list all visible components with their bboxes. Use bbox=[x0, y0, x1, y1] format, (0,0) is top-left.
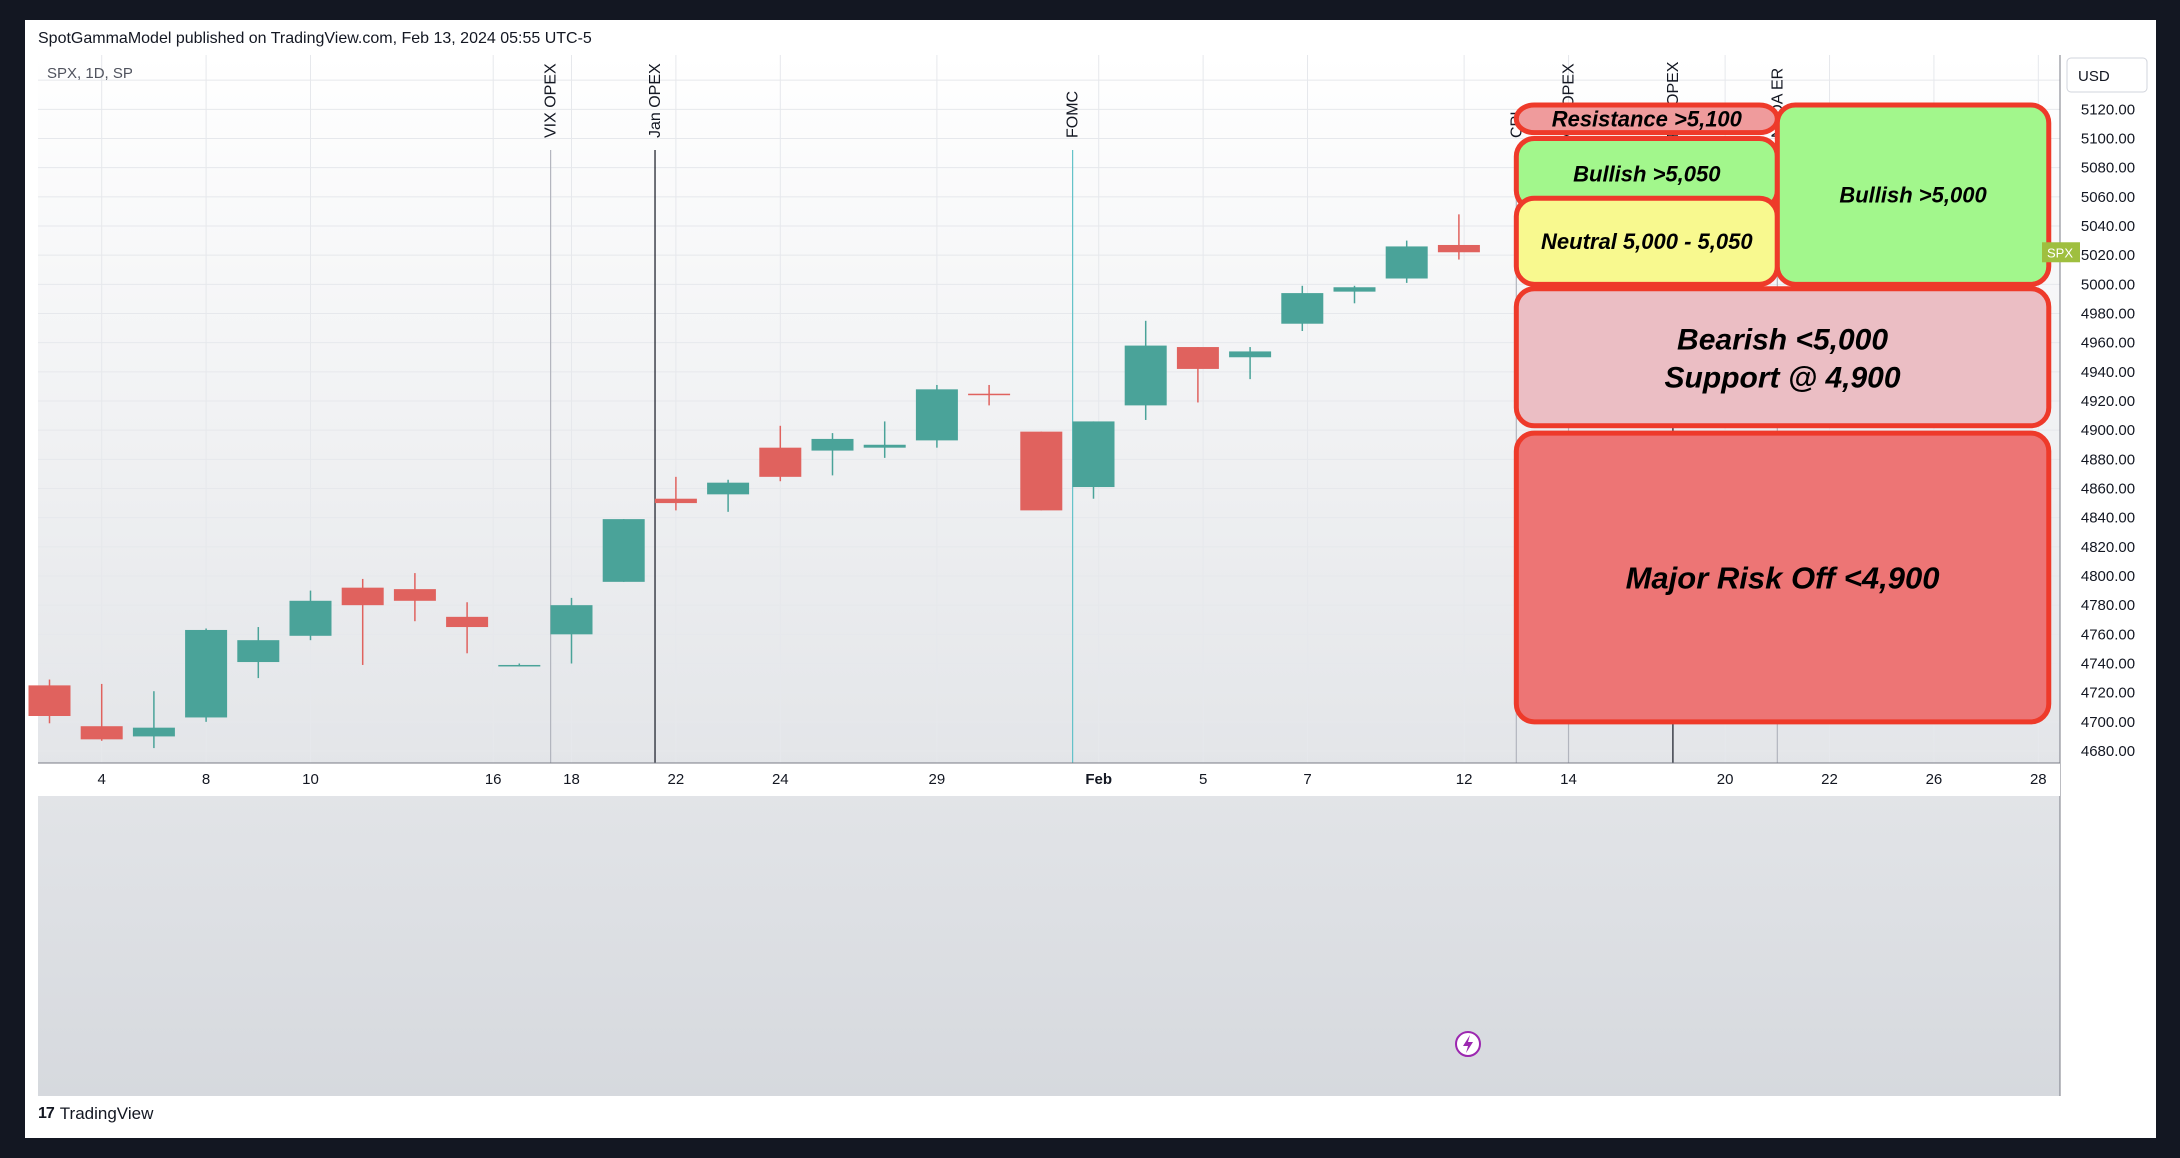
time-tick-label: 8 bbox=[202, 771, 210, 788]
candle-down bbox=[968, 393, 1011, 396]
zone-label: Bullish >5,000 bbox=[1839, 183, 1987, 208]
time-axis[interactable]: 4 8 10 16 18 22 24 29 Feb 5 7 12 14 20 22 26 28 bbox=[38, 762, 2060, 796]
price-tick-label: 5080.00 bbox=[2081, 160, 2135, 177]
time-axis-background bbox=[38, 763, 2060, 796]
time-tick-label: Feb bbox=[1085, 771, 1112, 788]
time-tick-label: 24 bbox=[772, 771, 789, 788]
price-tick-label: 4840.00 bbox=[2081, 510, 2135, 527]
zone-label: Major Risk Off <4,900 bbox=[1626, 561, 1940, 596]
time-tick-label: 16 bbox=[485, 771, 502, 788]
price-tick-label: 5040.00 bbox=[2081, 218, 2135, 235]
price-tick-label: 4980.00 bbox=[2081, 306, 2135, 323]
candle-up bbox=[185, 629, 228, 718]
candle-up bbox=[1281, 293, 1324, 324]
tradingview-logo-icon: 17 bbox=[38, 1105, 55, 1122]
zone-label: Neutral 5,000 - 5,050 bbox=[1541, 229, 1753, 254]
time-tick-label: 22 bbox=[1821, 771, 1838, 788]
candle-up bbox=[1333, 287, 1376, 292]
zone-label: Resistance >5,100 bbox=[1552, 107, 1743, 132]
zone-label: Bearish <5,000 bbox=[1677, 323, 1888, 356]
candle-down bbox=[80, 726, 123, 740]
price-tick-label: 5020.00 bbox=[2081, 247, 2135, 264]
candle-up bbox=[289, 600, 332, 636]
chart-frame: SpotGammaModel published on TradingView.… bbox=[25, 20, 2156, 1138]
time-tick-label: 12 bbox=[1456, 771, 1473, 788]
candle-up bbox=[498, 664, 541, 667]
price-tick-label: 4720.00 bbox=[2081, 685, 2135, 702]
candle-up bbox=[1385, 246, 1428, 279]
price-tick-label: 5100.00 bbox=[2081, 131, 2135, 148]
time-tick-label: 14 bbox=[1560, 771, 1577, 788]
symbol-label: SPX, 1D, SP bbox=[47, 65, 133, 82]
candle-down bbox=[1176, 347, 1219, 369]
candle-up bbox=[602, 519, 645, 582]
tradingview-logo-text: TradingView bbox=[59, 1104, 154, 1123]
candle-down bbox=[759, 447, 802, 477]
last-price-tag bbox=[2042, 242, 2080, 263]
zone-box bbox=[1774, 102, 2052, 287]
zone-label: Bullish >5,050 bbox=[1573, 161, 1721, 186]
last-price-tag-label: SPX bbox=[2047, 245, 2073, 260]
time-tick-label: 18 bbox=[563, 771, 580, 788]
candle-down bbox=[654, 498, 697, 504]
candle-down bbox=[341, 587, 384, 606]
event-label: Jan OPEX bbox=[647, 63, 664, 138]
candle-down bbox=[1020, 431, 1063, 511]
candle-down bbox=[446, 616, 489, 628]
time-tick-label: 20 bbox=[1717, 771, 1734, 788]
price-tick-label: 4760.00 bbox=[2081, 626, 2135, 643]
candle-up bbox=[1124, 345, 1167, 406]
candles[interactable] bbox=[28, 214, 1480, 749]
publisher-line: SpotGammaModel published on TradingView.… bbox=[38, 30, 592, 47]
currency-label: USD bbox=[2078, 68, 2110, 85]
time-tick-label: 5 bbox=[1199, 771, 1207, 788]
price-tick-label: 4700.00 bbox=[2081, 714, 2135, 731]
event-label: FOMC bbox=[1065, 91, 1082, 138]
candle-down bbox=[393, 589, 436, 601]
time-tick-label: 26 bbox=[1926, 771, 1943, 788]
price-tick-label: 4860.00 bbox=[2081, 481, 2135, 498]
zones[interactable]: Resistance >5,100 Bullish >5,050 Neutral 5… bbox=[1513, 102, 2052, 725]
price-tick-label: 4960.00 bbox=[2081, 335, 2135, 352]
price-tick-label: 4680.00 bbox=[2081, 743, 2135, 760]
price-tick-label: 4800.00 bbox=[2081, 568, 2135, 585]
price-tick-label: 5060.00 bbox=[2081, 189, 2135, 206]
time-tick-label: 29 bbox=[929, 771, 946, 788]
price-axis-background bbox=[2060, 55, 2154, 1096]
candle-down bbox=[28, 685, 71, 717]
price-tick-label: 4820.00 bbox=[2081, 539, 2135, 556]
candle-up bbox=[915, 389, 958, 441]
candle-up bbox=[811, 438, 854, 451]
zone-box bbox=[1513, 430, 2052, 725]
price-tick-label: 5000.00 bbox=[2081, 276, 2135, 293]
candle-up bbox=[132, 727, 175, 737]
time-tick-label: 4 bbox=[98, 771, 106, 788]
candle-up bbox=[1229, 351, 1272, 358]
price-tick-label: 4940.00 bbox=[2081, 364, 2135, 381]
lightning-icon bbox=[1463, 1035, 1473, 1053]
currency-box[interactable] bbox=[2066, 57, 2148, 93]
candle-up bbox=[1072, 421, 1115, 488]
candle-down bbox=[1437, 244, 1480, 253]
candle-up bbox=[237, 640, 280, 663]
candle-up bbox=[707, 482, 750, 495]
event-label: VIX OPEX bbox=[543, 63, 560, 138]
candle-up bbox=[863, 444, 906, 448]
time-tick-label: 22 bbox=[668, 771, 685, 788]
price-tick-label: 4900.00 bbox=[2081, 422, 2135, 439]
price-tick-label: 4920.00 bbox=[2081, 393, 2135, 410]
zone-label-secondary: Support @ 4,900 bbox=[1665, 361, 1901, 394]
price-tick-label: 4880.00 bbox=[2081, 451, 2135, 468]
price-tick-label: 4740.00 bbox=[2081, 656, 2135, 673]
price-tick-label: 4780.00 bbox=[2081, 597, 2135, 614]
time-tick-label: 10 bbox=[302, 771, 319, 788]
candle-up bbox=[550, 605, 593, 635]
lightning-marker[interactable] bbox=[1455, 1031, 1481, 1057]
time-tick-label: 28 bbox=[2030, 771, 2047, 788]
price-tick-label: 5120.00 bbox=[2081, 101, 2135, 118]
zone-box bbox=[1513, 286, 2052, 429]
time-tick-label: 7 bbox=[1303, 771, 1311, 788]
tradingview-logo[interactable]: 17 TradingView bbox=[38, 1104, 153, 1124]
